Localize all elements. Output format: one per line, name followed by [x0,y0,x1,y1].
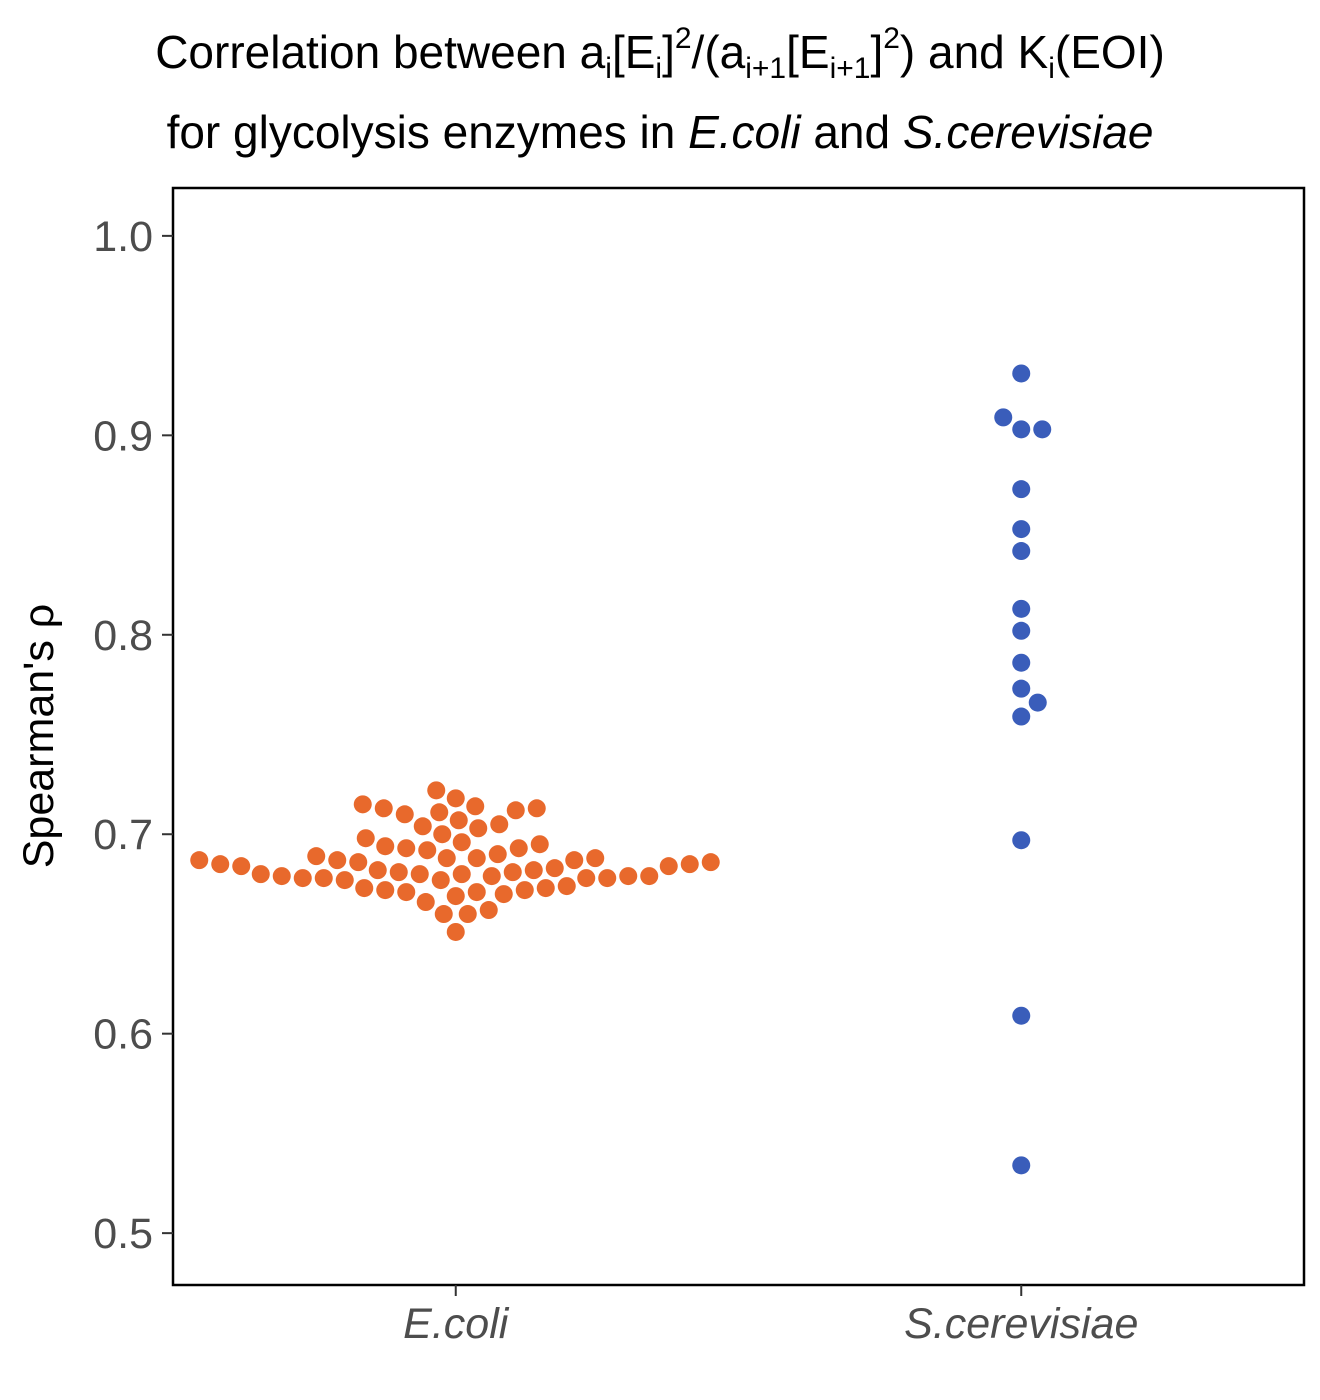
data-point-ecoli [437,849,456,868]
data-point-ecoli [545,859,564,878]
data-point-ecoli [272,867,291,886]
data-point-ecoli [506,801,525,820]
data-point-scerevisiae [1012,1006,1031,1025]
data-point-ecoli [335,871,354,890]
data-point-ecoli [586,849,605,868]
data-point-ecoli [452,833,471,852]
data-point-ecoli [640,867,659,886]
data-point-ecoli [701,853,720,872]
data-point-ecoli [427,781,446,800]
chart-title-line1: Correlation between ai[Ei]2/(ai+1[Ei+1]2… [155,22,1165,85]
data-point-scerevisiae [1012,831,1031,850]
data-point-scerevisiae [1033,420,1052,439]
data-point-ecoli [355,879,374,898]
x-category-label: S.cerevisiae [904,1300,1138,1348]
data-point-ecoli [368,861,387,880]
data-point-ecoli [328,851,347,870]
data-point-ecoli [397,839,416,858]
y-tick-label: 0.9 [93,412,153,460]
data-point-ecoli [232,857,251,876]
data-point-ecoli [434,905,453,924]
data-point-ecoli [356,829,375,848]
chart-title-line2: for glycolysis enzymes in E.coli and S.c… [167,106,1154,158]
data-point-ecoli [536,879,555,898]
data-point-ecoli [565,851,584,870]
data-point-ecoli [680,855,699,874]
data-point-ecoli [376,837,395,856]
data-point-ecoli [458,905,477,924]
data-point-ecoli [413,817,432,836]
data-point-ecoli [190,851,209,870]
data-point-ecoli [211,855,230,874]
data-point-ecoli [446,789,465,808]
data-point-ecoli [490,815,509,834]
data-point-ecoli [557,877,576,896]
y-axis-title: Spearman's ρ [15,604,63,869]
x-axis: E.coli S.cerevisiae [403,1285,1138,1348]
data-point-ecoli [503,863,522,882]
data-point-ecoli [619,867,638,886]
data-point-scerevisiae [1012,364,1031,383]
data-point-ecoli [515,881,534,900]
data-point-scerevisiae [1012,707,1031,726]
data-points [190,364,1052,1175]
data-point-ecoli [577,869,596,888]
y-tick-label: 0.8 [93,612,153,660]
data-point-ecoli [598,869,617,888]
y-tick-label: 0.6 [93,1011,153,1059]
data-point-ecoli [524,861,543,880]
plot-panel [171,186,1306,1287]
data-point-scerevisiae [1012,520,1031,539]
data-point-ecoli [353,795,372,814]
data-point-ecoli [307,847,326,866]
data-point-ecoli [395,805,414,824]
data-point-scerevisiae [994,408,1013,427]
y-tick-label: 1.0 [93,213,153,261]
data-point-ecoli [467,849,486,868]
data-point-scerevisiae [1012,599,1031,618]
data-point-scerevisiae [1012,480,1031,499]
data-point-scerevisiae [1012,420,1031,439]
data-point-scerevisiae [1028,693,1047,712]
data-point-scerevisiae [1012,653,1031,672]
data-point-ecoli [446,922,465,941]
data-point-ecoli [389,863,408,882]
data-point-ecoli [530,835,549,854]
data-point-ecoli [431,871,450,890]
data-point-ecoli [509,839,528,858]
data-point-ecoli [430,803,449,822]
data-point-ecoli [446,887,465,906]
data-point-ecoli [376,881,395,900]
y-tick-label: 0.7 [93,811,153,859]
data-point-ecoli [433,825,452,844]
data-point-ecoli [527,799,546,818]
data-point-ecoli [314,869,333,888]
y-axis: 0.5 0.6 0.7 0.8 0.9 1.0 [93,213,173,1258]
data-point-ecoli [494,885,513,904]
y-tick-label: 0.5 [93,1210,153,1258]
x-category-label: E.coli [403,1300,510,1348]
data-point-ecoli [467,883,486,902]
data-point-scerevisiae [1012,679,1031,698]
data-point-ecoli [416,893,435,912]
data-point-ecoli [449,811,468,830]
data-point-ecoli [488,845,507,864]
data-point-ecoli [452,865,471,884]
data-point-ecoli [349,853,368,872]
data-point-scerevisiae [1012,542,1031,561]
data-point-scerevisiae [1012,1156,1031,1175]
data-point-ecoli [374,799,393,818]
data-point-ecoli [479,901,498,920]
data-point-ecoli [482,867,501,886]
data-point-ecoli [469,819,488,838]
data-point-ecoli [293,869,312,888]
data-point-ecoli [397,883,416,902]
data-point-ecoli [410,865,429,884]
data-point-ecoli [251,865,270,884]
data-point-scerevisiae [1012,621,1031,640]
data-point-ecoli [418,841,437,860]
data-point-ecoli [466,797,485,816]
data-point-ecoli [659,857,678,876]
